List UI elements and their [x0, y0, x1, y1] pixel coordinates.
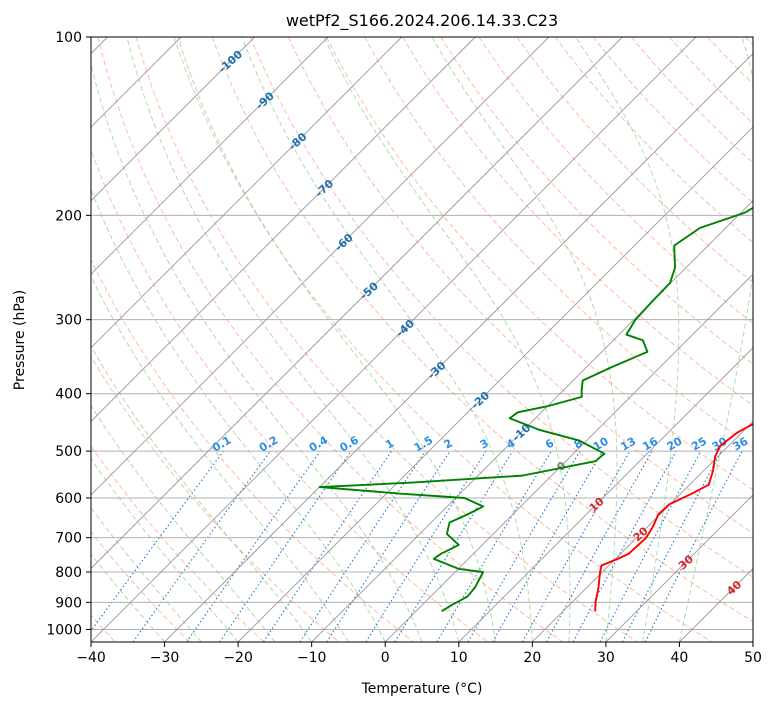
moist-adiabat-line [126, 37, 460, 642]
y-tick-label: 800 [55, 565, 82, 581]
moist-adiabat-line [91, 188, 386, 642]
isotherm-gridline [91, 37, 550, 496]
dry-adiabat-line [91, 148, 489, 642]
y-axis-ticks: 100 200 300 400 500 600 700 800 900 1000 [46, 30, 91, 638]
mixing-ratio-line [521, 450, 631, 642]
isotherm-gridline [91, 37, 329, 275]
x-tick-label: 20 [523, 650, 541, 666]
y-tick-label: 500 [55, 444, 82, 460]
x-tick-label: −30 [150, 650, 180, 666]
y-tick-label: 200 [55, 208, 82, 224]
moist-adiabat-line [241, 37, 533, 642]
isotherm-gridline [91, 37, 476, 422]
mixing-ratio-line [263, 450, 392, 642]
isotherm-gridline [311, 200, 753, 642]
y-tick-label: 400 [55, 387, 82, 403]
isobar-grid [91, 37, 753, 630]
isotherm-gridline [164, 52, 753, 642]
y-axis-label: Pressure (hPa) [12, 290, 28, 390]
y-tick-label: 100 [55, 30, 82, 46]
dry-adiabat-line [135, 37, 638, 642]
dry-adiabat-line [211, 37, 753, 623]
moist-adiabat-line [575, 37, 680, 642]
mixing-ratio-line [186, 450, 321, 642]
isotherm-gridline [532, 420, 753, 642]
y-tick-label: 600 [55, 491, 82, 507]
x-tick-label: 40 [671, 650, 689, 666]
x-tick-label: 50 [744, 650, 762, 666]
dry-adiabat-line [91, 445, 265, 642]
moist-adiabat-line [678, 37, 753, 642]
dewpoint-profile-line [318, 206, 753, 612]
dry-adiabat-line [516, 37, 753, 284]
moist-adiabat-line [323, 37, 571, 642]
x-tick-label: 10 [450, 650, 468, 666]
moist-adiabat-line [91, 458, 239, 642]
profile-series [318, 206, 753, 612]
mixing-ratio-line [132, 450, 271, 642]
dry-adiabat-line [440, 37, 753, 365]
dry-adiabat-line [91, 258, 414, 642]
mixing-ratio-lines [91, 450, 743, 642]
moist-adiabat-line [91, 404, 276, 642]
x-tick-label: 30 [597, 650, 615, 666]
moist-adiabat-line [431, 37, 618, 642]
dry-adiabat-line [554, 37, 753, 244]
dry-adiabat-line [326, 37, 753, 491]
moist-adiabat-line [91, 275, 349, 642]
y-tick-label: 700 [55, 531, 82, 547]
chart-title: wetPf2_S166.2024.206.14.33.C23 [286, 11, 558, 31]
dry-adiabat-line [287, 37, 753, 534]
y-tick-label: 300 [55, 313, 82, 329]
x-axis-label: Temperature (°C) [361, 681, 483, 697]
mixing-ratio-line [572, 450, 677, 642]
isotherm-gridline [91, 37, 255, 202]
mixing-ratio-line [546, 450, 653, 642]
plot-frame [90, 36, 754, 643]
temperature-profile-line [594, 422, 753, 612]
dry-adiabat-line [630, 37, 753, 164]
isotherm-gridline [458, 347, 753, 642]
y-tick-label: 900 [55, 595, 82, 611]
mixing-ratio-line [299, 450, 426, 642]
dry-adiabat-line [173, 37, 713, 642]
x-tick-label: 0 [381, 650, 390, 666]
x-tick-label: −10 [297, 650, 327, 666]
isotherm-gridline [91, 37, 623, 570]
x-tick-label: −40 [76, 650, 106, 666]
dry-adiabat-line [249, 37, 753, 578]
x-axis-ticks: −40 −30 −20 −10 0 10 20 30 40 50 [76, 642, 762, 666]
mixing-ratio-line [644, 450, 743, 642]
isotherm-gridline [237, 126, 753, 642]
mixing-ratio-line [394, 450, 514, 642]
mixing-ratio-line [219, 450, 352, 642]
isotherm-gridline [605, 494, 753, 642]
mixing-ratio-line [91, 450, 224, 632]
x-tick-label: −20 [223, 650, 253, 666]
dry-adiabat-line [97, 37, 563, 642]
isotherm-gridline [91, 37, 697, 642]
moist-adiabat-line [177, 37, 497, 642]
mixing-ratio-line [326, 450, 451, 642]
moist-adiabats [91, 37, 753, 642]
y-tick-label: 1000 [46, 622, 82, 638]
isotherm-gridline [91, 37, 403, 349]
dry-adiabat-line [402, 37, 753, 407]
isotherm-grid [91, 37, 753, 642]
isotherm-gridline [384, 273, 753, 642]
